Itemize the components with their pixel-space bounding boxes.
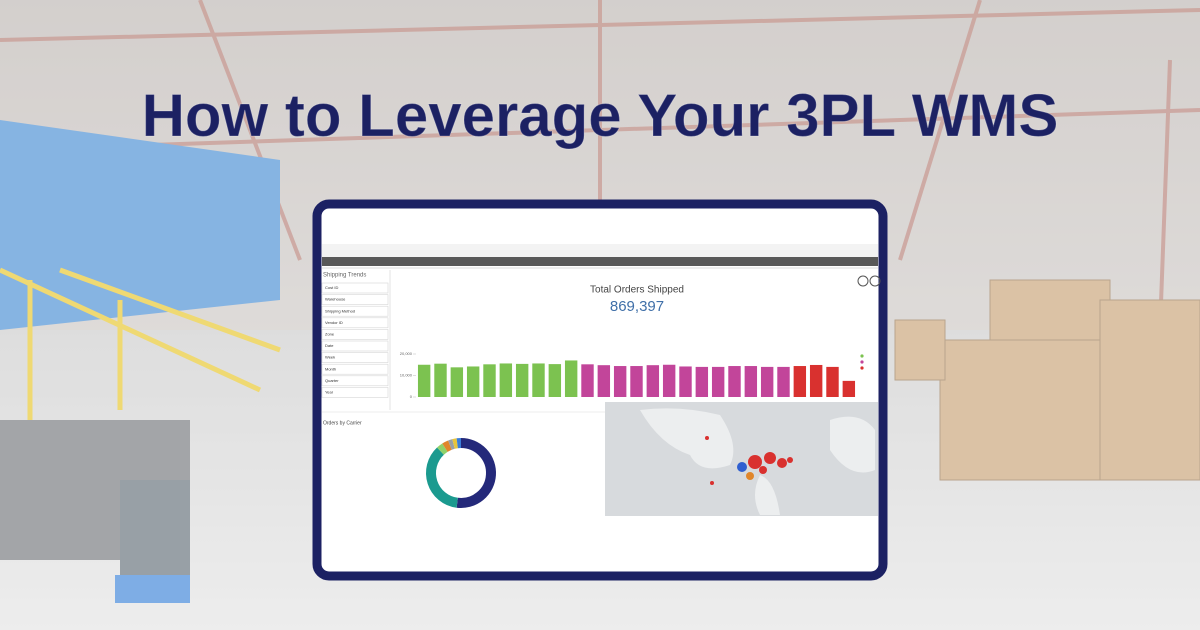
filter-box	[321, 387, 389, 398]
bar	[793, 366, 807, 397]
filter-box	[321, 305, 389, 317]
bar	[450, 367, 464, 397]
legend-dot	[860, 366, 864, 370]
bar	[679, 366, 692, 397]
legend-dot	[860, 354, 864, 358]
bar	[760, 366, 774, 397]
bar	[728, 366, 741, 397]
filter-label: Shipping Method	[325, 308, 355, 313]
bar	[842, 380, 856, 397]
filter-box	[321, 317, 389, 329]
donut-segment	[437, 443, 448, 455]
bar	[777, 366, 790, 397]
bar	[744, 366, 758, 397]
panel-title: Shipping Trends	[323, 273, 366, 279]
y-tick-label: 0	[410, 394, 413, 399]
bar	[417, 364, 431, 397]
bar	[597, 365, 611, 397]
y-tick-label: 20,000	[400, 351, 413, 356]
filter-box	[321, 282, 389, 294]
donut-segment	[426, 447, 459, 508]
filter-label: Year	[325, 389, 334, 394]
bar	[548, 364, 562, 397]
filter-label: Zone	[325, 331, 335, 336]
bar	[809, 364, 823, 397]
donut-segment	[452, 438, 458, 449]
map-land	[755, 416, 875, 515]
filter-label: Week	[325, 355, 335, 360]
kpi-label: Total Orders Shipped	[590, 285, 684, 296]
bar	[613, 366, 627, 397]
kpi-value: 869,397	[610, 298, 664, 315]
bar	[515, 363, 529, 397]
bar	[711, 366, 725, 397]
bar	[466, 366, 480, 397]
filter-box	[321, 340, 389, 352]
bar	[695, 366, 709, 397]
bar	[581, 364, 594, 397]
filter-box	[321, 329, 389, 340]
filter-label: Vendor ID	[325, 320, 343, 325]
filter-label: Date	[325, 343, 334, 348]
bar	[483, 364, 496, 397]
map-land	[640, 408, 734, 469]
filter-label: Quarter	[325, 378, 339, 383]
legend-dot	[860, 360, 864, 364]
donut-title: Orders by Carrier	[323, 420, 362, 426]
map-dots	[705, 436, 793, 485]
filter-box	[321, 375, 389, 387]
y-tick-label: 10,000	[400, 373, 413, 378]
bar	[564, 360, 578, 397]
filter-label: Warehouse	[325, 297, 346, 302]
bar	[434, 363, 447, 397]
dashboard-chrome	[322, 244, 881, 516]
bar	[826, 366, 839, 397]
filter-box	[321, 352, 389, 363]
bar	[662, 364, 676, 397]
donut-segment	[448, 439, 455, 450]
headline: How to Leverage Your 3PL WMS	[142, 82, 1059, 149]
filter-label: Month	[325, 366, 336, 371]
filter-box	[321, 294, 389, 305]
donut-segment	[456, 438, 496, 508]
bar	[646, 365, 660, 397]
bar	[499, 363, 513, 397]
filter-box	[321, 363, 389, 375]
filter-label: Cost ID	[325, 285, 338, 290]
bar	[630, 366, 643, 397]
donut-segment	[442, 440, 452, 452]
bar	[532, 363, 545, 397]
